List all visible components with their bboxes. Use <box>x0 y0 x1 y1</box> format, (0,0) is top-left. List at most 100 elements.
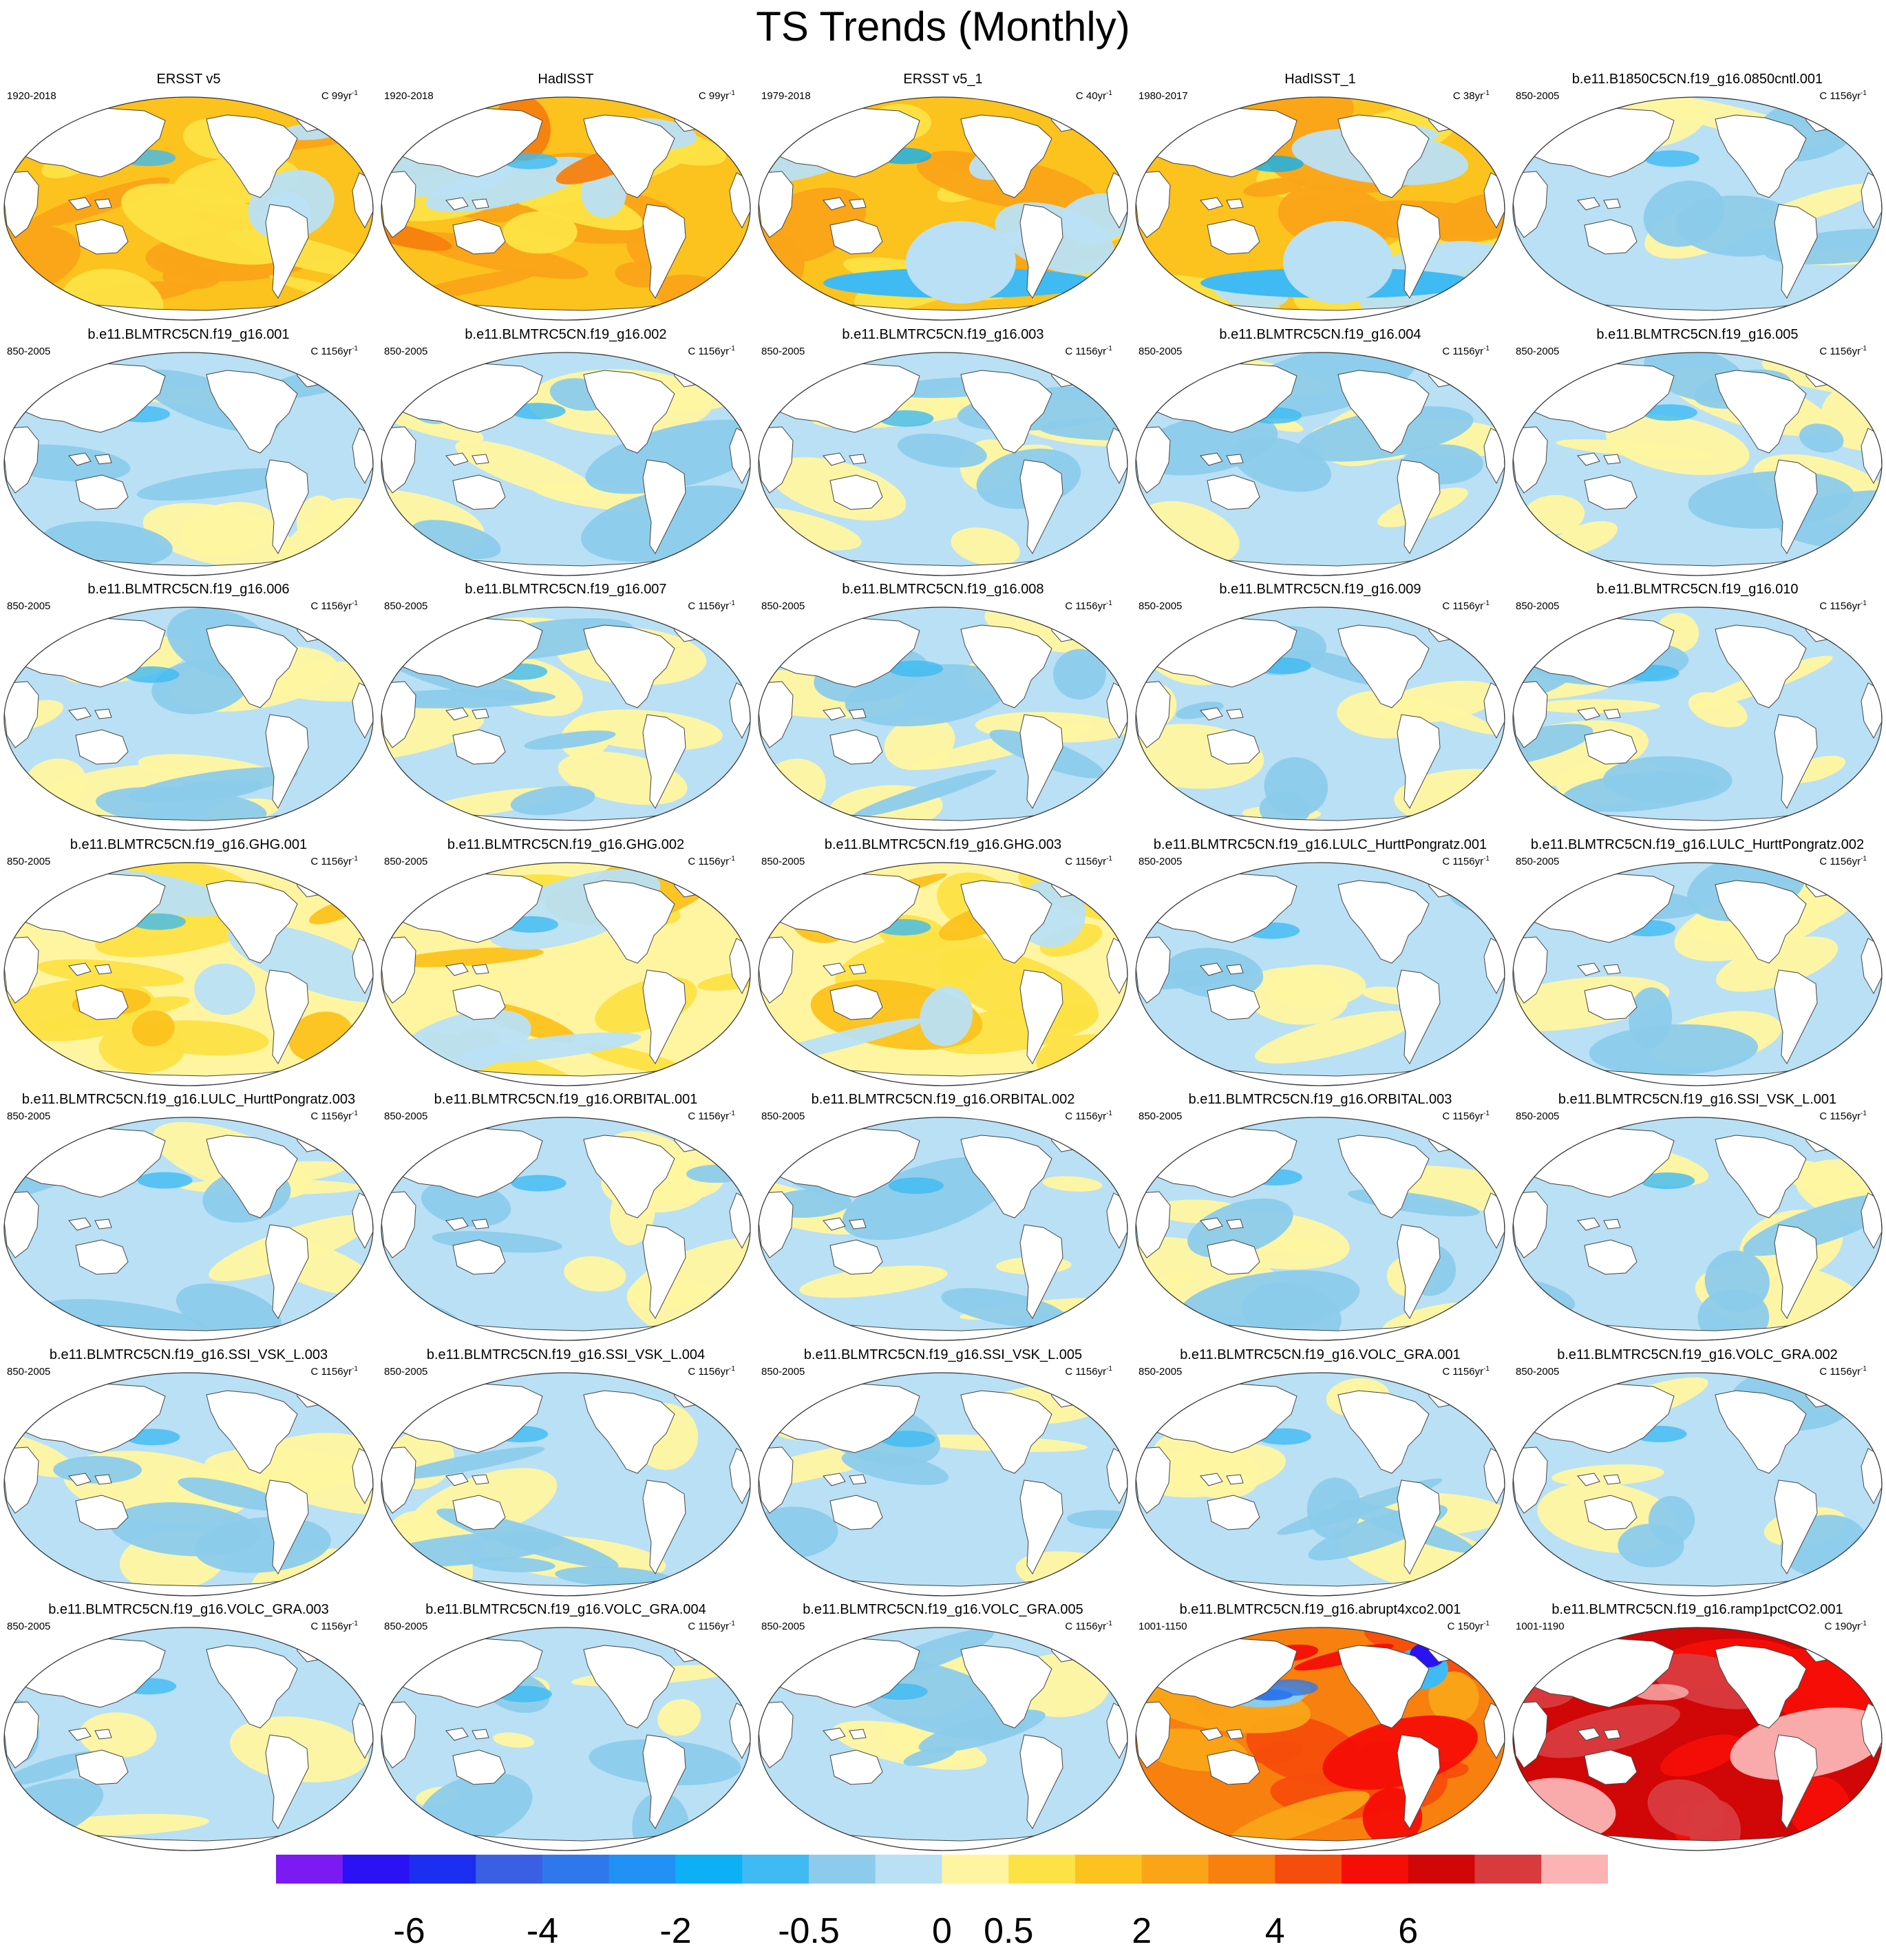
trend-patch <box>1513 724 1593 768</box>
trend-patch <box>880 1430 936 1447</box>
map-border <box>1512 351 1883 576</box>
trend-patch <box>502 211 578 254</box>
panel-units-exponent: -1 <box>352 1620 358 1627</box>
land-mass <box>381 171 416 238</box>
panel-units-text: C 1156yr <box>1065 1621 1107 1632</box>
map-border <box>3 607 374 831</box>
land-mass <box>1513 1191 1548 1258</box>
land-mass <box>75 219 129 255</box>
panel-units-text: C 1156yr <box>310 345 352 357</box>
land-mass <box>823 1727 846 1741</box>
land-mass <box>452 984 506 1020</box>
panel-title: b.e11.BLMTRC5CN.f19_g16.VOLC_GRA.004 <box>425 1602 706 1617</box>
trend-patch <box>897 433 987 467</box>
map-panel: HadISST_1 1980-2017 C 38yr-1 <box>1132 71 1509 326</box>
map-border <box>1512 1117 1883 1341</box>
land-mass <box>75 474 129 510</box>
map-plot <box>758 607 1128 831</box>
panel-period: 850-2005 <box>7 1621 51 1632</box>
land-mass <box>1513 1701 1548 1769</box>
land-mass <box>1397 1479 1441 1574</box>
trend-patch <box>1138 1442 1286 1497</box>
land-mass <box>1577 1217 1600 1231</box>
map-border <box>1135 1117 1505 1341</box>
trend-patch <box>1642 403 1697 421</box>
land-mass <box>823 707 846 721</box>
panel-units: C 40yr-1 <box>1076 87 1112 103</box>
land-mass <box>1584 1494 1638 1530</box>
panel-title: b.e11.BLMTRC5CN.f19_g16.abrupt4xco2.001 <box>1179 1602 1461 1617</box>
panel-units-text: C 1156yr <box>1819 600 1861 612</box>
map-panel: b.e11.BLMTRC5CN.f19_g16.GHG.001 850-2005 C… <box>0 836 377 1091</box>
panel-units: C 1156yr-1 <box>1442 343 1490 358</box>
land-mass <box>849 963 867 975</box>
map-plot <box>3 1371 374 1597</box>
panel-period: 850-2005 <box>384 600 428 612</box>
land-mass <box>68 962 92 976</box>
panel-units-exponent: -1 <box>1106 1620 1112 1627</box>
trend-patch <box>180 501 277 556</box>
map-border <box>381 861 751 1086</box>
panel-units-text: C 1156yr <box>1065 1110 1107 1122</box>
map-border <box>1512 861 1883 1086</box>
trend-patch <box>585 419 750 494</box>
map-panel: b.e11.BLMTRC5CN.f19_g16.007 850-2005 C 115… <box>377 581 754 836</box>
land-mass <box>1774 969 1818 1064</box>
panel-period: 850-2005 <box>761 600 805 612</box>
trend-patch <box>1053 649 1106 700</box>
land-mass <box>445 1727 469 1741</box>
map-plot <box>3 861 374 1086</box>
map-panel: b.e11.B1850C5CN.f19_g16.0850cntl.001 850-… <box>1509 71 1886 326</box>
land-mass <box>206 1135 298 1219</box>
panel-units-text: C 99yr <box>321 90 352 102</box>
map-border <box>381 607 751 831</box>
panel-period: 850-2005 <box>384 345 428 357</box>
panel-units-exponent: -1 <box>1106 854 1112 863</box>
map-panel: b.e11.BLMTRC5CN.f19_g16.SSI_VSK_L.003 850… <box>0 1347 377 1601</box>
panel-units-exponent: -1 <box>1483 1364 1490 1373</box>
map-panel: ERSST v5_1 1979-2018 C 40yr-1 <box>754 71 1132 326</box>
land-mass <box>1207 474 1260 510</box>
land-mass <box>823 452 846 466</box>
land-mass <box>1513 425 1548 494</box>
land-mass <box>4 1446 39 1514</box>
land-mass <box>1207 1494 1260 1530</box>
land-mass <box>1577 962 1600 976</box>
colorbar-swatch <box>1541 1855 1608 1884</box>
panel-title: b.e11.BLMTRC5CN.f19_g16.LULC_HurttPongra… <box>1153 836 1487 852</box>
land-mass <box>829 1749 883 1785</box>
panel-units-exponent: -1 <box>1106 1110 1112 1117</box>
land-mass <box>94 708 112 719</box>
colorbar-swatch <box>1275 1855 1342 1884</box>
panel-period: 850-2005 <box>7 855 51 867</box>
panel-period: 850-2005 <box>384 855 428 867</box>
map-panel: b.e11.BLMTRC5CN.f19_g16.LULC_HurttPongra… <box>1132 836 1509 1091</box>
map-plot <box>3 1627 374 1851</box>
panel-units: C 1156yr-1 <box>688 1618 735 1633</box>
land-mass <box>265 459 309 554</box>
colorbar-tick-label: 6 <box>1398 1911 1418 1951</box>
panel-units: C 1156yr-1 <box>1442 1363 1490 1378</box>
land-mass <box>960 1389 1052 1474</box>
land-mass <box>445 1217 469 1231</box>
panel-units-text: C 1156yr <box>1442 600 1484 612</box>
panel-units-exponent: -1 <box>1106 89 1112 97</box>
land-mass <box>1136 425 1171 494</box>
land-mass <box>1584 984 1638 1020</box>
map-border <box>3 1371 374 1597</box>
land-mass <box>1577 197 1600 211</box>
map-plot <box>3 1117 374 1341</box>
colorbar-swatch <box>1474 1855 1542 1884</box>
map-panel: b.e11.BLMTRC5CN.f19_g16.001 850-2005 C 115… <box>0 326 377 581</box>
land-mass <box>1337 879 1430 964</box>
land-mass <box>1513 1446 1548 1514</box>
panel-title: b.e11.BLMTRC5CN.f19_g16.VOLC_GRA.005 <box>803 1602 1083 1617</box>
land-mass <box>1136 936 1171 1004</box>
land-mass <box>1513 936 1548 1004</box>
land-mass <box>1603 453 1621 465</box>
panel-units-exponent: -1 <box>1861 1364 1867 1373</box>
panel-title: b.e11.BLMTRC5CN.f19_g16.008 <box>842 582 1044 597</box>
land-mass <box>1200 707 1223 721</box>
map-border <box>1512 1371 1883 1597</box>
panel-units: C 1156yr-1 <box>1065 1363 1112 1378</box>
